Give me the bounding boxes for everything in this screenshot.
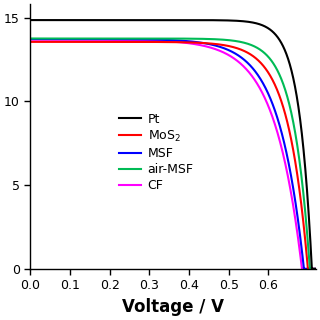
- air-MSF: [58, 36, 61, 40]
- CF: [58, 38, 61, 42]
- CF: [154, 39, 158, 43]
- Line: CF: CF: [30, 40, 316, 269]
- CF: [314, 267, 318, 271]
- Pt: [144, 18, 148, 22]
- Pt: [154, 18, 158, 22]
- MoS$_2$: [314, 267, 318, 271]
- MSF: [58, 37, 61, 41]
- CF: [144, 38, 148, 42]
- Pt: [256, 22, 260, 26]
- CF: [300, 267, 304, 271]
- MoS$_2$: [28, 40, 32, 44]
- air-MSF: [28, 36, 32, 40]
- Line: MoS$_2$: MoS$_2$: [30, 42, 316, 269]
- Pt: [251, 21, 255, 25]
- air-MSF: [314, 267, 318, 271]
- MSF: [256, 74, 260, 77]
- MSF: [302, 267, 306, 271]
- Pt: [28, 18, 32, 22]
- air-MSF: [308, 267, 312, 271]
- Pt: [58, 18, 61, 22]
- CF: [28, 38, 32, 42]
- Line: MSF: MSF: [30, 39, 316, 269]
- air-MSF: [225, 38, 228, 42]
- MoS$_2$: [256, 58, 260, 62]
- CF: [225, 52, 228, 56]
- air-MSF: [251, 44, 255, 48]
- MoS$_2$: [251, 54, 255, 58]
- air-MSF: [256, 46, 260, 50]
- MSF: [154, 38, 158, 42]
- Pt: [310, 267, 314, 271]
- MoS$_2$: [306, 267, 310, 271]
- MoS$_2$: [144, 40, 148, 44]
- CF: [256, 84, 260, 87]
- air-MSF: [144, 36, 148, 40]
- Pt: [225, 19, 228, 22]
- MSF: [28, 37, 32, 41]
- Legend: Pt, MoS$_2$, MSF, air-MSF, CF: Pt, MoS$_2$, MSF, air-MSF, CF: [114, 108, 198, 197]
- Pt: [314, 267, 318, 271]
- MSF: [225, 47, 228, 51]
- Line: air-MSF: air-MSF: [30, 38, 316, 269]
- Line: Pt: Pt: [30, 20, 316, 269]
- CF: [251, 76, 255, 79]
- MSF: [314, 267, 318, 271]
- MoS$_2$: [225, 44, 228, 47]
- MoS$_2$: [154, 40, 158, 44]
- MSF: [251, 67, 255, 70]
- MSF: [144, 37, 148, 41]
- X-axis label: Voltage / V: Voltage / V: [122, 298, 224, 316]
- air-MSF: [154, 36, 158, 40]
- MoS$_2$: [58, 40, 61, 44]
